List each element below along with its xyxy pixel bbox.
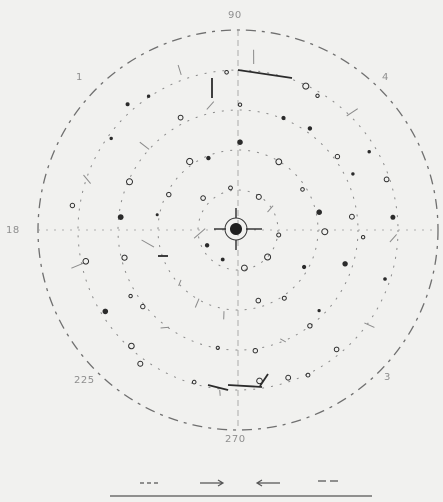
data-point <box>256 377 263 385</box>
data-point-filled <box>117 214 124 221</box>
data-point-filled <box>367 150 371 154</box>
data-point <box>191 379 197 385</box>
heavy-trace <box>237 69 293 79</box>
data-point <box>228 185 233 191</box>
central-cluster <box>214 208 262 250</box>
data-point-filled <box>281 115 286 121</box>
data-point <box>128 293 133 299</box>
data-point <box>360 235 366 240</box>
data-point-filled <box>146 94 151 98</box>
angle-label-upper-left: 1 <box>76 72 83 83</box>
data-point-filled <box>220 257 225 262</box>
data-point <box>126 178 133 186</box>
legend-item-arrow-right <box>200 479 225 487</box>
data-point-filled <box>204 243 210 248</box>
data-point <box>255 297 262 304</box>
data-point-filled <box>317 309 321 313</box>
trace-stroke <box>194 298 200 308</box>
heavy-trace <box>207 384 229 391</box>
data-point <box>140 303 146 310</box>
data-point-filled <box>206 155 211 161</box>
data-point <box>177 114 184 121</box>
data-point <box>275 158 283 166</box>
trace-stroke <box>71 262 84 269</box>
data-point-filled <box>302 264 307 270</box>
data-point <box>383 176 390 183</box>
data-point-filled <box>125 102 130 107</box>
data-point <box>200 195 206 201</box>
data-point-filled <box>237 139 243 145</box>
trace-stroke <box>389 234 397 243</box>
trace-stroke <box>206 101 215 110</box>
data-point <box>121 254 128 261</box>
data-point-filled <box>307 126 313 131</box>
data-point-filled <box>316 209 323 215</box>
data-point <box>69 202 76 209</box>
trace-stroke <box>193 228 206 239</box>
data-point <box>276 232 282 238</box>
angle-labels: 90 4 1 18 225 3 270 <box>6 10 391 445</box>
data-point <box>315 93 320 99</box>
angle-label-lower-right: 3 <box>384 372 391 383</box>
angle-label-left: 18 <box>6 225 20 236</box>
trace-stroke <box>346 108 358 117</box>
data-point-filled <box>351 172 355 176</box>
legend-arrowhead-left <box>255 479 263 487</box>
trace-stroke <box>177 64 182 76</box>
data-point <box>264 253 272 261</box>
trace-stroke <box>280 338 287 343</box>
trace-stroke <box>219 389 221 396</box>
data-point <box>166 191 172 198</box>
data-point <box>300 187 305 192</box>
data-point <box>215 345 220 350</box>
data-point <box>137 360 144 367</box>
data-point <box>252 348 259 354</box>
data-point <box>349 213 355 220</box>
data-point <box>82 258 90 265</box>
point-cloud <box>69 49 397 396</box>
data-point <box>305 372 311 378</box>
data-point <box>321 228 329 236</box>
data-point <box>186 157 194 166</box>
data-point <box>224 70 229 75</box>
heavy-trace <box>227 384 263 388</box>
trace-stroke <box>267 205 274 213</box>
data-point <box>285 374 292 381</box>
data-point <box>302 82 310 90</box>
central-blob <box>230 223 242 235</box>
data-point-filled <box>342 261 348 267</box>
data-point <box>281 295 287 301</box>
data-point-filled <box>390 214 396 220</box>
data-point-filled <box>109 136 113 141</box>
data-point-filled <box>155 213 159 217</box>
data-point <box>255 193 262 200</box>
legend-item-arrow-left <box>255 479 280 487</box>
legend-arrowhead-right <box>217 479 225 487</box>
angle-label-top: 90 <box>228 10 242 21</box>
heavy-trace <box>259 373 269 387</box>
trace-stroke <box>139 141 150 150</box>
data-point <box>237 102 243 107</box>
trace-stroke <box>141 239 155 248</box>
trace-stroke <box>83 174 91 184</box>
legend <box>110 479 372 497</box>
angle-label-bottom: 270 <box>225 434 246 445</box>
trace-stroke <box>364 322 375 328</box>
data-point <box>128 342 135 350</box>
data-point-filled <box>102 308 109 315</box>
angle-label-upper-right: 4 <box>382 72 389 83</box>
data-point <box>241 264 248 272</box>
data-point <box>333 346 340 353</box>
data-point <box>334 153 341 160</box>
trace-stroke <box>160 326 170 329</box>
data-point <box>307 323 313 329</box>
data-point-filled <box>383 277 387 281</box>
trace-stroke <box>178 279 182 286</box>
angle-label-lower-left: 225 <box>74 375 95 386</box>
